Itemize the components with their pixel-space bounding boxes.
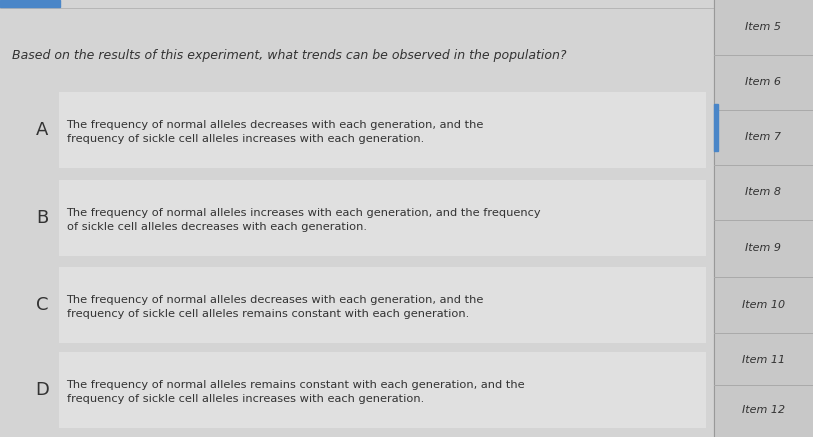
Text: The frequency of normal alleles remains constant with each generation, and the
f: The frequency of normal alleles remains … (67, 380, 525, 404)
Text: B: B (36, 209, 48, 227)
Text: Item 6: Item 6 (746, 77, 781, 87)
Bar (59, 267, 706, 343)
Text: Item 12: Item 12 (741, 405, 785, 415)
Text: Item 5: Item 5 (746, 22, 781, 32)
Bar (0, 0, 714, 437)
Bar (59, 180, 706, 256)
Text: Based on the results of this experiment, what trends can be observed in the popu: Based on the results of this experiment,… (12, 49, 567, 62)
Bar (59, 92, 706, 168)
Text: Item 9: Item 9 (746, 243, 781, 253)
Text: The frequency of normal alleles decreases with each generation, and the
frequenc: The frequency of normal alleles decrease… (67, 120, 484, 144)
Bar (714, 0, 813, 437)
Text: Item 8: Item 8 (746, 187, 781, 197)
Text: C: C (36, 296, 48, 314)
Text: Item 11: Item 11 (741, 355, 785, 365)
Bar (0, 0, 60, 7)
Bar (59, 352, 706, 428)
Text: The frequency of normal alleles decreases with each generation, and the
frequenc: The frequency of normal alleles decrease… (67, 295, 484, 319)
Text: Item 10: Item 10 (741, 300, 785, 310)
Text: Item 7: Item 7 (746, 132, 781, 142)
Text: D: D (35, 381, 49, 399)
Text: The frequency of normal alleles increases with each generation, and the frequenc: The frequency of normal alleles increase… (67, 208, 541, 232)
Text: A: A (36, 121, 48, 139)
Bar (714, 104, 718, 151)
